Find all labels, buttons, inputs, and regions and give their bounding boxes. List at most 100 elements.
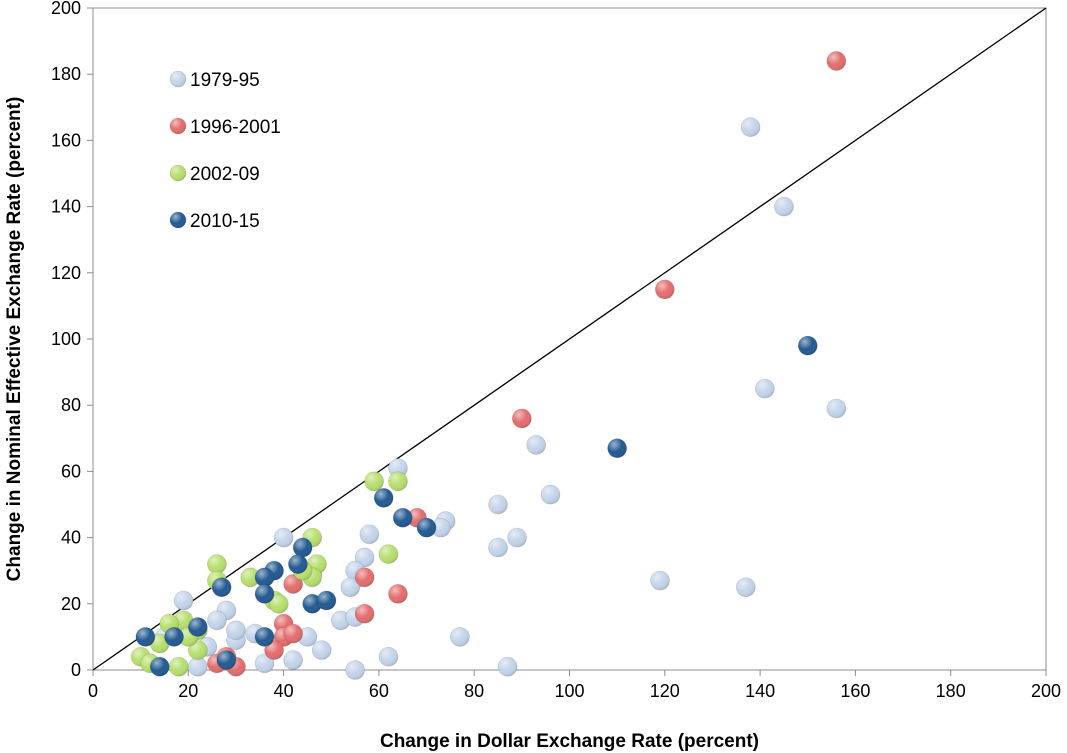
data-point-shade [431,518,451,538]
data-point-shade [212,577,232,597]
data-point-shade [226,620,246,640]
data-point-shade [331,610,351,630]
data-point-shade [388,471,408,491]
legend-marker-shade [170,212,186,228]
legend-marker-shade [170,118,186,134]
x-tick-label: 60 [369,681,389,701]
data-point-shade [255,567,275,587]
data-point-shade [188,657,208,677]
y-tick-label: 60 [61,461,81,481]
data-point-shade [488,538,508,558]
data-point-shade [498,657,518,677]
data-point-shade [188,640,208,660]
legend-marker-shade [170,165,186,181]
legend-label: 2010-15 [190,211,260,232]
data-point-shade [255,653,275,673]
legend-label: 2002-09 [190,164,260,185]
data-point-shade [302,594,322,614]
data-point-shade [264,640,284,660]
data-point-shade [355,567,375,587]
data-point-shade [417,518,437,538]
points-layer [130,51,847,680]
data-point-shade [269,594,289,614]
data-point-shade [240,567,260,587]
y-axis-title: Change in Nominal Effective Exchange Rat… [4,97,25,582]
data-point-shade [798,336,818,356]
data-point-shade [150,657,170,677]
data-point-shade [655,279,675,299]
data-point-shade [826,399,846,419]
data-point-shade [135,627,155,647]
reference-line [92,7,1047,671]
data-point-shade [450,627,470,647]
x-tick-label: 120 [650,681,680,701]
data-point-shade [388,584,408,604]
ticks-layer: 0 20 40 60 80 100 120 140 160 180 200 0 20 40 60 80 100 1… [51,0,1061,701]
y-tick-label: 100 [51,329,81,349]
y-tick-label: 140 [51,197,81,217]
legend-label: 1996-2001 [190,117,281,138]
x-tick-label: 0 [88,681,98,701]
data-point-shade [540,485,560,505]
data-point-shade [207,554,227,574]
data-point-shade [607,438,627,458]
data-point-shade [274,528,294,548]
data-point-shade [374,488,394,508]
data-point-shade [650,571,670,591]
data-point-shade [174,590,194,610]
data-point-shade [297,627,317,647]
data-point-shade [364,471,384,491]
data-point-shade [293,538,313,558]
data-point-shade [255,627,275,647]
y-tick-label: 40 [61,528,81,548]
data-point-shade [316,590,336,610]
data-point-shade [169,657,189,677]
x-tick-label: 40 [274,681,294,701]
x-tick-label: 160 [840,681,870,701]
data-point-shade [755,379,775,399]
series-1979-95 [154,117,847,680]
data-point-shade [736,577,756,597]
data-point-shade [774,197,794,217]
data-point-shade [340,577,360,597]
data-point-shade [512,408,532,428]
data-point-shade [378,647,398,667]
x-tick-label: 80 [464,681,484,701]
data-point-shade [255,584,275,604]
data-point-shade [526,435,546,455]
data-point-shade [174,610,194,630]
data-point-shade [312,640,332,660]
data-point-shade [345,660,365,680]
y-tick-label: 180 [51,64,81,84]
series-2010-15 [135,335,818,677]
data-point-shade [283,624,303,644]
data-point-shade [741,117,761,137]
data-point-shade [288,554,308,574]
x-tick-label: 20 [178,681,198,701]
y-tick-label: 120 [51,263,81,283]
x-axis-title: Change in Dollar Exchange Rate (percent) [380,731,759,752]
data-point-shade [207,610,227,630]
data-point-shade [355,604,375,624]
y-tick-label: 200 [51,0,81,18]
legend: 1979-95 1996-2001 2002-09 2010-15 [169,70,281,232]
data-point-shade [164,627,184,647]
data-point-shade [488,495,508,514]
data-point-shade [393,508,413,528]
data-point-shade [283,650,303,670]
data-point-shade [359,524,379,544]
legend-marker-shade [170,71,186,87]
x-tick-label: 140 [745,681,775,701]
x-tick-label: 200 [1031,681,1061,701]
data-point-shade [355,547,375,567]
series-1996-2001 [206,51,847,677]
data-point-shade [216,650,236,670]
data-point-shade [507,528,527,548]
y-tick-label: 80 [61,395,81,415]
x-tick-label: 100 [554,681,584,701]
y-tick-label: 0 [71,660,81,680]
data-point-shade [378,544,398,564]
x-tick-label: 180 [936,681,966,701]
y-tick-label: 20 [61,594,81,614]
